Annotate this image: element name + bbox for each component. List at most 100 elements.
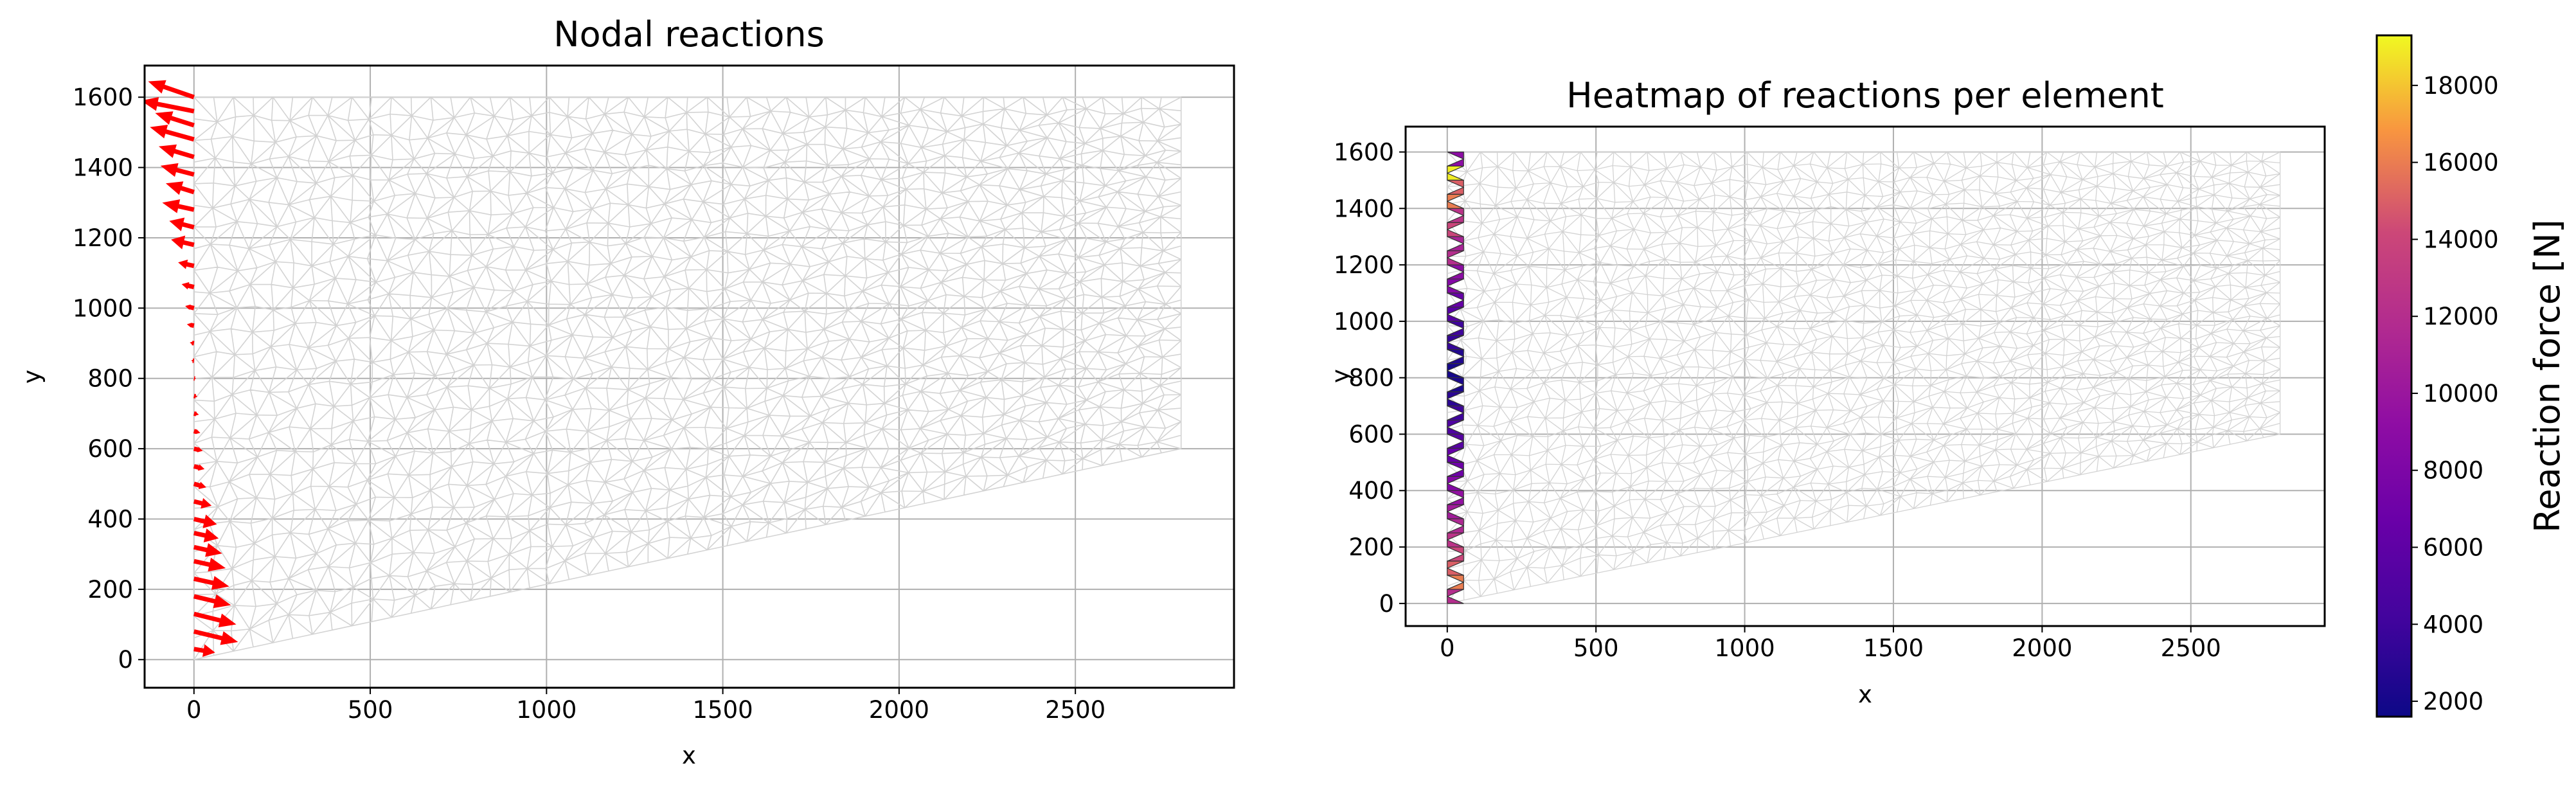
y-tick-label: 200 (1348, 533, 1394, 561)
y-tick-label: 1600 (73, 84, 133, 111)
y-tick-label: 400 (1348, 477, 1394, 505)
reaction-arrow (193, 542, 222, 557)
y-ticks: 0 200 400 600 800 1000 1200 1400 1600 (1334, 138, 1406, 618)
chart-title: Nodal reactions (553, 14, 825, 55)
reaction-arrow (193, 446, 203, 452)
colorbar-tick-label: 12000 (2423, 303, 2499, 330)
heat-element (1447, 490, 1464, 499)
reaction-arrow (158, 144, 195, 159)
heat-element (1447, 546, 1464, 555)
mesh-lines (193, 96, 1182, 660)
y-tick-label: 1400 (73, 154, 133, 182)
heat-element (1447, 363, 1464, 372)
y-tick-label: 1600 (1334, 138, 1394, 166)
element-heat-cells (1447, 151, 1464, 604)
reaction-arrow (193, 629, 238, 645)
reaction-arrow (193, 557, 226, 572)
heat-element (1447, 405, 1464, 414)
x-tick-label: 500 (348, 696, 393, 724)
y-axis-label: y (18, 370, 46, 384)
reaction-arrow (193, 411, 199, 416)
colorbar-tick-label: 2000 (2423, 688, 2483, 715)
heat-element (1447, 595, 1464, 604)
reaction-arrow (171, 235, 195, 249)
heat-element (1447, 278, 1464, 287)
heatmap-plot: 0 500 1000 1500 2000 2500 0 200 400 600 800 1000 12… (1327, 75, 2326, 708)
heat-element (1447, 264, 1464, 273)
heat-element (1447, 377, 1464, 386)
nodal-reactions-plot: 0 500 1000 1500 2000 2500 0 200 400 600 800 1000 12… (18, 14, 1235, 769)
heat-element (1447, 560, 1464, 569)
reaction-arrow (193, 481, 206, 490)
x-ticks: 0 500 1000 1500 2000 2500 (186, 688, 1105, 724)
colorbar-tick-label: 4000 (2423, 611, 2483, 638)
heat-element (1447, 307, 1464, 315)
reaction-arrow (145, 96, 195, 114)
x-tick-label: 2000 (2012, 634, 2072, 662)
axes-frame (1404, 125, 2326, 627)
x-tick-label: 2500 (2161, 634, 2221, 662)
y-tick-label: 400 (87, 505, 133, 533)
heat-element (1447, 250, 1464, 259)
colorbar: 2000 4000 6000 8000 10000 12000 14000 16000 1800… (2375, 34, 2568, 718)
colorbar-tick-label: 6000 (2423, 533, 2483, 561)
heat-element (1447, 222, 1464, 231)
reaction-arrow (169, 217, 195, 231)
y-tick-label: 800 (87, 365, 133, 393)
colorbar-tick-label: 14000 (2423, 226, 2499, 253)
y-tick-label: 1000 (73, 294, 133, 322)
reaction-arrow (160, 163, 195, 177)
reaction-arrow (185, 304, 195, 310)
y-tick-label: 1200 (1334, 251, 1394, 279)
y-tick-label: 200 (87, 576, 133, 604)
reaction-arrow (165, 181, 195, 195)
x-tick-label: 1000 (1714, 634, 1775, 662)
x-tick-label: 1000 (516, 696, 577, 724)
colorbar-ticks: 2000 4000 6000 8000 10000 12000 14000 16000 1800… (2411, 72, 2499, 715)
reaction-arrow (193, 644, 215, 658)
reaction-arrow (162, 199, 195, 213)
reaction-arrow (178, 259, 195, 269)
x-axis-label: x (1858, 681, 1872, 708)
colorbar-gradient (2375, 34, 2413, 718)
heat-element (1447, 518, 1464, 527)
axes-frame (143, 64, 1235, 689)
reaction-arrow (193, 376, 197, 381)
y-tick-label: 600 (87, 435, 133, 463)
x-tick-label: 1500 (1863, 634, 1924, 662)
reaction-arrow (148, 80, 195, 100)
heat-element (1447, 292, 1464, 301)
colorbar-tick-label: 10000 (2423, 380, 2499, 407)
x-tick-label: 500 (1573, 634, 1619, 662)
y-axis-label: y (1327, 369, 1354, 383)
heat-element (1447, 208, 1464, 217)
heat-element (1447, 433, 1464, 442)
reaction-arrow (193, 611, 237, 627)
heat-element (1447, 165, 1464, 174)
mesh (193, 96, 1182, 660)
y-tick-label: 1000 (1334, 308, 1394, 336)
heat-element (1447, 236, 1464, 245)
y-tick-label: 1400 (1334, 195, 1394, 222)
colorbar-tick-label: 8000 (2423, 457, 2483, 485)
y-tick-label: 800 (1348, 364, 1394, 392)
reaction-arrow (191, 358, 195, 363)
reaction-arrow (193, 528, 219, 542)
heat-element (1447, 447, 1464, 456)
x-tick-label: 0 (1440, 634, 1455, 662)
y-tick-label: 0 (1379, 590, 1394, 618)
heat-element (1447, 321, 1464, 329)
heat-element (1447, 504, 1464, 513)
heat-element (1447, 179, 1464, 188)
heat-element (1447, 575, 1464, 583)
reaction-arrow (150, 125, 195, 142)
reaction-arrow (181, 282, 195, 290)
reaction-arrow (193, 464, 205, 471)
reaction-arrow (190, 341, 195, 346)
heat-element (1447, 349, 1464, 357)
heat-element (1447, 461, 1464, 470)
heat-element (1447, 419, 1464, 428)
heat-element (1447, 589, 1464, 597)
reaction-arrow (193, 576, 229, 590)
y-tick-label: 1200 (73, 224, 133, 252)
